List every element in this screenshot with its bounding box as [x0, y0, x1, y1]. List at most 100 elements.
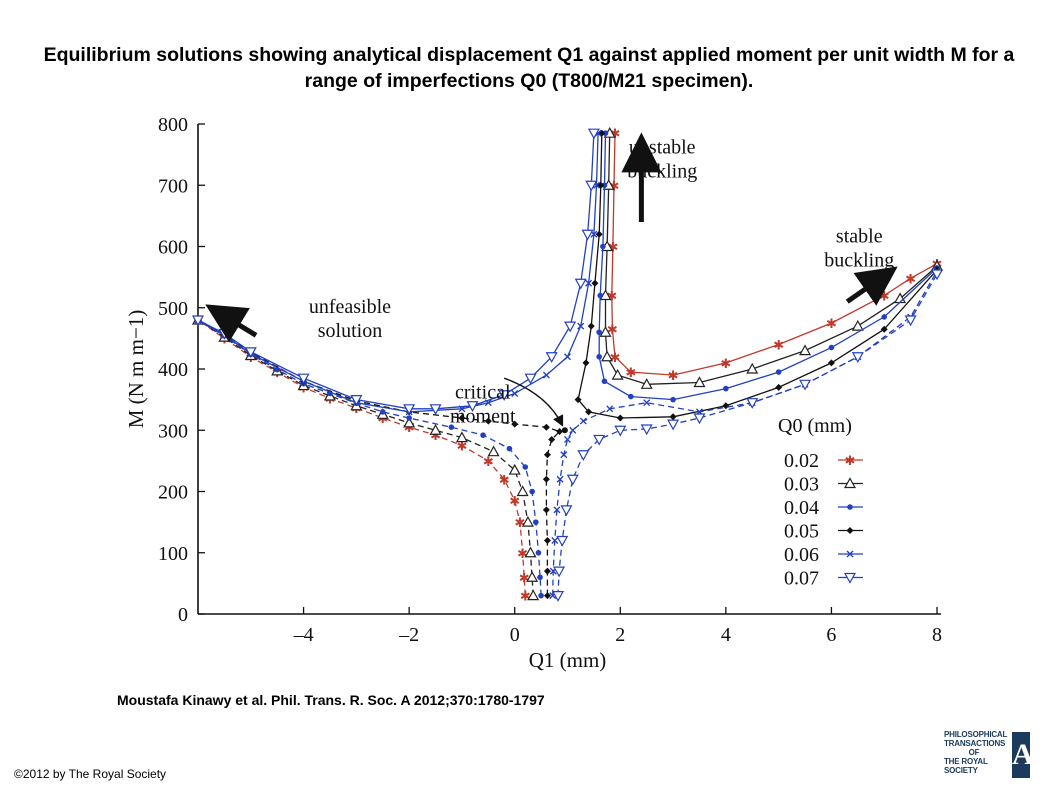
marker-diamond: [595, 230, 603, 238]
marker-triangle: [521, 515, 534, 527]
legend-entry-label: 0.06: [784, 544, 819, 566]
marker-cross: [564, 353, 571, 361]
marker-triangle: [403, 416, 416, 428]
marker-dot: [406, 415, 412, 421]
marker-star: ✱: [905, 272, 916, 287]
marker-cross: [579, 417, 587, 425]
marker-dot: [881, 314, 888, 320]
marker-star: ✱: [610, 351, 621, 366]
marker-triangle-down: [577, 450, 590, 461]
x-tick-label: 8: [932, 624, 942, 646]
marker-triangle: [611, 368, 624, 380]
series-line: [197, 133, 595, 410]
marker-star: ✱: [668, 369, 679, 384]
marker-dot: [529, 488, 535, 495]
marker-cross: [585, 279, 593, 287]
marker-triangle-down: [587, 128, 600, 140]
marker-dot: [847, 504, 853, 510]
unfeasible-arrow: [205, 304, 258, 343]
marker-dot: [596, 353, 602, 360]
x-tick-label: –2: [398, 624, 419, 646]
x-tick-label: –4: [293, 624, 314, 646]
series-0.07: [191, 128, 944, 602]
x-axis-label: Q1 (mm): [529, 648, 607, 672]
marker-diamond: [880, 325, 888, 333]
marker-star: ✱: [517, 547, 528, 562]
royal-society-logo: PHILOSOPHICAL TRANSACTIONS OF THE ROYAL …: [944, 730, 1034, 780]
marker-star: ✱: [845, 454, 856, 469]
marker-star: ✱: [720, 357, 731, 372]
marker-triangle-down: [556, 535, 569, 547]
y-tick-label: 100: [158, 543, 188, 565]
marker-triangle-down: [297, 373, 310, 385]
marker-cross: [606, 405, 614, 413]
marker-diamond: [582, 359, 590, 367]
marker-diamond: [827, 359, 835, 367]
marker-diamond: [574, 396, 582, 404]
marker-triangle: [526, 571, 539, 582]
marker-diamond: [587, 322, 595, 330]
marker-dot: [628, 393, 634, 400]
y-tick-label: 300: [158, 420, 188, 442]
marker-star: ✱: [607, 241, 618, 256]
marker-diamond: [542, 506, 550, 514]
marker-triangle-down: [799, 379, 812, 391]
marker-dot: [670, 396, 676, 403]
marker-diamond: [484, 417, 492, 425]
marker-cross: [553, 506, 561, 514]
chart-legend: Q0 (mm) 0.02 ✱ 0.030.040.050.060.07: [778, 415, 863, 590]
marker-star: ✱: [773, 339, 784, 354]
y-axis-label: M (N m m−1): [124, 310, 148, 429]
marker-triangle-down: [545, 352, 558, 363]
marker-triangle-down: [593, 434, 606, 446]
y-tick-label: 600: [158, 237, 188, 259]
marker-triangle-down: [904, 315, 917, 327]
series-line: [604, 133, 938, 385]
marker-triangle: [508, 463, 521, 475]
marker-dot: [596, 329, 602, 336]
logo-text-line: PHILOSOPHICAL: [944, 730, 1008, 739]
marker-triangle-down: [614, 425, 627, 437]
copyright: ©2012 by The Royal Society: [14, 767, 167, 781]
marker-triangle-down: [746, 398, 759, 409]
marker-diamond: [722, 402, 730, 410]
marker-triangle: [455, 431, 468, 443]
legend-entry-label: 0.07: [784, 568, 819, 590]
marker-star: ✱: [607, 323, 618, 338]
logo-letter: A: [1012, 732, 1034, 778]
marker-dot: [379, 409, 386, 415]
series-line: [197, 133, 599, 413]
marker-triangle-down: [851, 352, 864, 363]
marker-cross: [560, 451, 568, 459]
marker-triangle-down: [564, 321, 577, 333]
marker-cross: [542, 371, 550, 379]
marker-diamond: [548, 435, 556, 443]
marker-triangle-down: [585, 180, 598, 192]
series-line: [197, 319, 534, 596]
marker-triangle-down: [429, 404, 442, 416]
marker-star: ✱: [430, 429, 441, 444]
marker-diamond: [511, 420, 519, 428]
marker-dot: [537, 574, 543, 581]
marker-triangle: [799, 344, 812, 356]
critical-moment-point: [561, 427, 568, 434]
logo-text-line: SOCIETY: [944, 766, 978, 775]
marker-cross: [643, 399, 651, 407]
annotation-unfeasible-solution: unfeasible solution: [309, 296, 391, 342]
marker-triangle-down: [667, 419, 680, 431]
logo-text-line: TRANSACTIONS: [944, 739, 1006, 748]
marker-star: ✱: [610, 127, 621, 142]
marker-triangle-down: [930, 269, 944, 281]
marker-diamond: [542, 475, 550, 483]
marker-triangle-down: [524, 373, 537, 385]
stable-arrow: [845, 266, 898, 306]
marker-triangle: [527, 589, 540, 601]
marker-dot: [533, 519, 539, 525]
marker-dot: [535, 549, 542, 556]
marker-diamond: [669, 413, 677, 421]
marker-star: ✱: [509, 495, 520, 510]
marker-dot: [506, 445, 513, 452]
x-tick-label: 2: [615, 624, 625, 646]
marker-triangle-down: [693, 413, 706, 425]
marker-triangle-down: [574, 278, 587, 290]
